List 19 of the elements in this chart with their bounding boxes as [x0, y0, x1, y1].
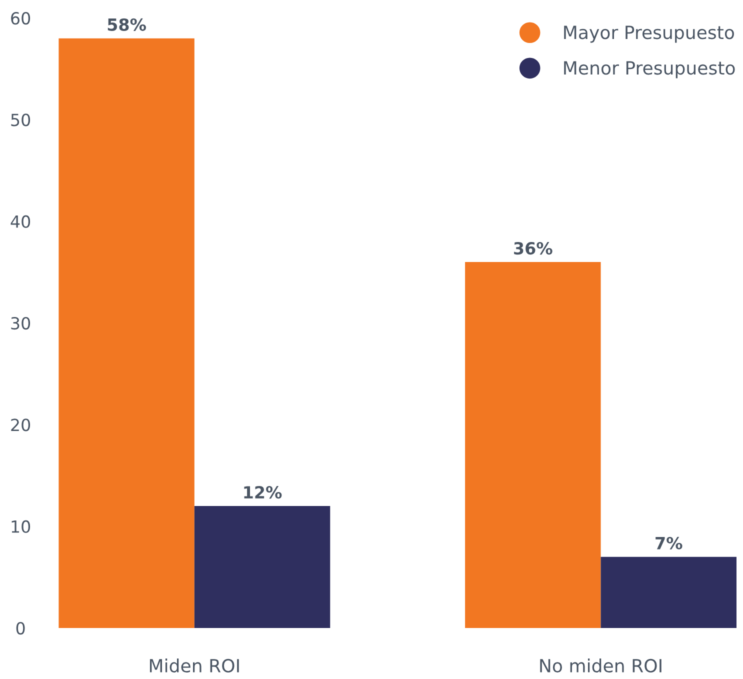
bar [465, 262, 601, 628]
bar [600, 556, 736, 628]
y-tick-label: 30 [11, 316, 30, 330]
legend-label: Mayor Presupuesto [564, 26, 734, 43]
y-tick-label: 0 [16, 622, 25, 635]
data-label: 12% [244, 486, 282, 499]
data-label: 36% [514, 242, 552, 255]
data-label: 7% [656, 536, 682, 550]
y-tick-label: 10 [12, 520, 30, 533]
data-label: 58% [108, 18, 146, 31]
y-tick-label: 50 [11, 114, 30, 126]
bar [58, 38, 194, 628]
y-tick-label: 60 [11, 12, 30, 25]
legend-label: Menor Presupuesto [564, 61, 735, 78]
y-tick-label: 20 [11, 418, 30, 432]
bar [194, 506, 330, 628]
y-tick-label: 40 [10, 215, 30, 228]
x-tick-label: Miden ROI [150, 658, 239, 673]
x-tick-label: No miden ROI [540, 658, 662, 673]
